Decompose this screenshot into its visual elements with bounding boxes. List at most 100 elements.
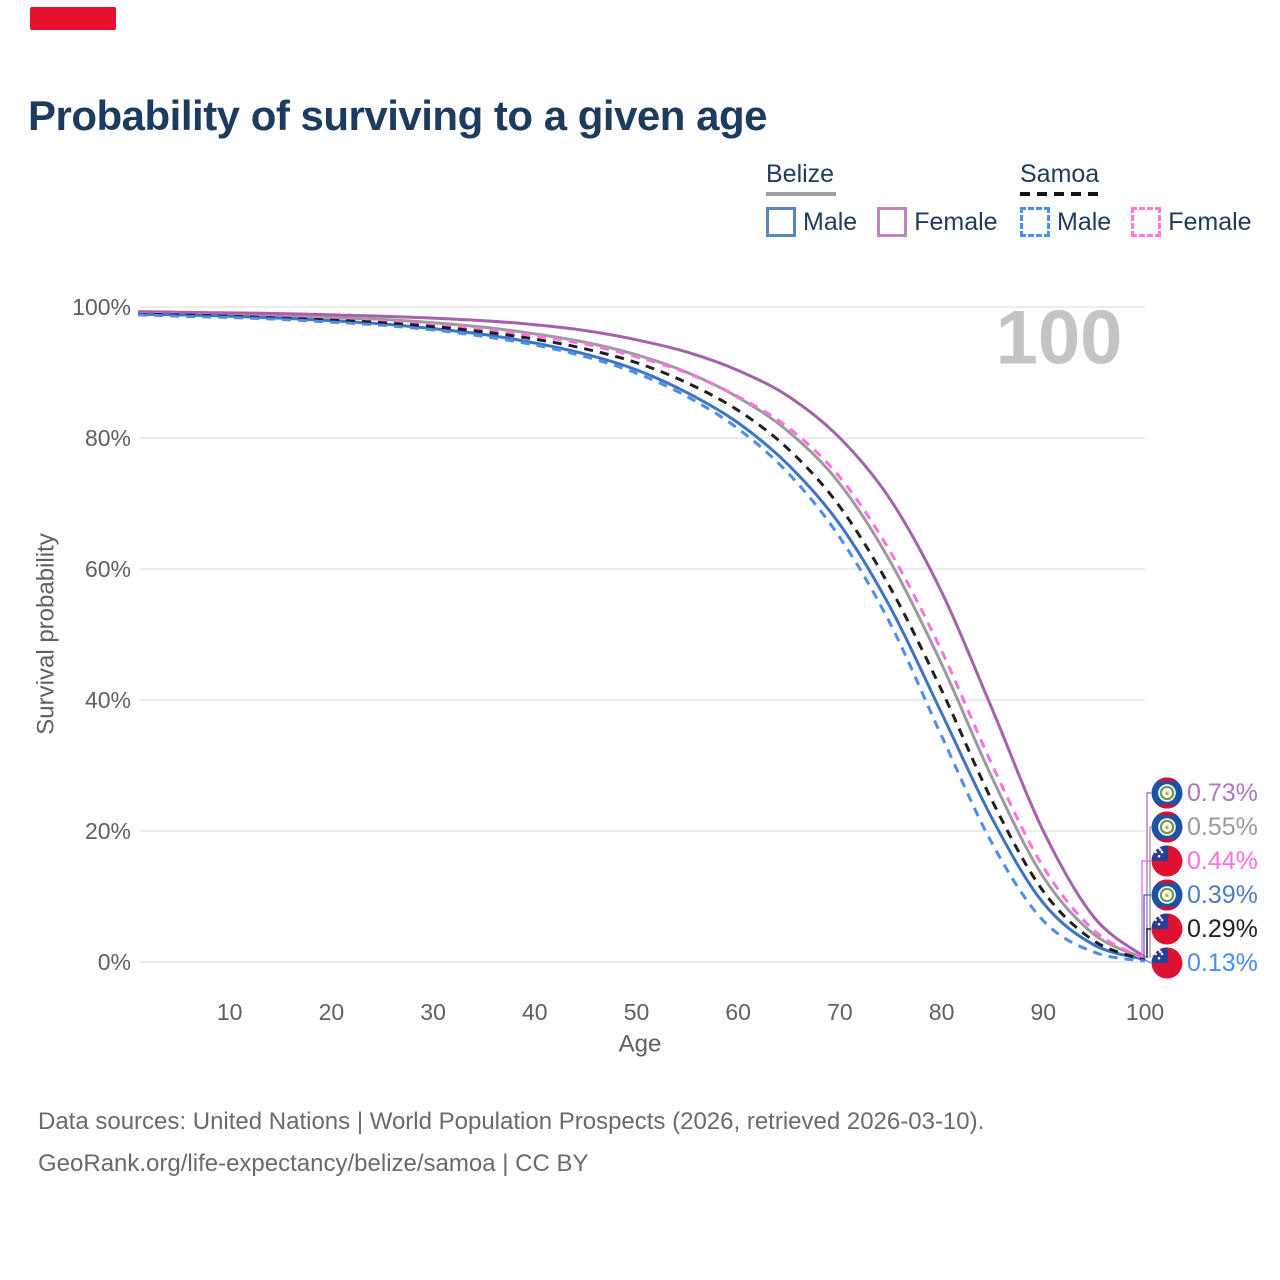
belize-flag-icon xyxy=(1151,777,1183,809)
legend-group-samoa: Samoa Male Female xyxy=(1020,160,1252,237)
x-tick-label: 90 xyxy=(1031,999,1057,1025)
end-label-0.44: 0.44% xyxy=(1141,845,1258,958)
x-tick-label: 60 xyxy=(725,999,751,1025)
end-label-value: 0.73% xyxy=(1187,779,1258,807)
belize-male-swatch xyxy=(766,207,796,237)
samoa-female-swatch xyxy=(1131,207,1162,237)
samoa-male-label: Male xyxy=(1057,207,1112,236)
y-tick-label: 100% xyxy=(72,294,131,320)
samoa-flag xyxy=(1151,845,1183,877)
circle xyxy=(1165,894,1169,897)
x-axis-title: Age xyxy=(619,1031,662,1058)
legend-item-belize-female[interactable]: Female xyxy=(877,207,998,237)
circle xyxy=(1157,922,1161,926)
samoa-flag-icon xyxy=(1151,947,1183,979)
leader-line xyxy=(1144,959,1152,964)
circle xyxy=(1154,952,1157,956)
y-tick-label: 40% xyxy=(85,687,131,713)
rect xyxy=(1151,906,1183,911)
legend-group-samoa-label: Samoa xyxy=(1020,160,1100,188)
rect xyxy=(1151,811,1183,816)
leader-line xyxy=(1143,894,1151,958)
legend-item-belize-male[interactable]: Male xyxy=(766,207,857,237)
rect xyxy=(1151,777,1183,782)
series-line-samoa-male xyxy=(138,313,1146,963)
belize-female-label: Female xyxy=(914,207,998,236)
belize-flag xyxy=(1151,777,1183,809)
samoa-flag-icon xyxy=(1151,913,1183,945)
leader-line xyxy=(1146,792,1151,958)
y-axis-title: Survival probability xyxy=(33,533,60,734)
belize-male-label: Male xyxy=(803,207,858,236)
circle xyxy=(1154,918,1157,922)
end-label-0.39: 0.39% xyxy=(1143,879,1258,958)
series-line-belize-both-sexes xyxy=(138,311,1146,960)
y-tick-label: 80% xyxy=(85,425,131,451)
samoa-flag xyxy=(1151,913,1183,945)
legend-group-belize-label: Belize xyxy=(766,160,835,188)
series-line-belize-female xyxy=(138,310,1146,959)
belize-flag xyxy=(1151,879,1183,911)
x-tick-label: 30 xyxy=(420,999,446,1025)
circle xyxy=(1159,848,1162,852)
circle xyxy=(1159,950,1162,954)
legend-item-samoa-male[interactable]: Male xyxy=(1020,207,1111,237)
circle xyxy=(1159,916,1162,920)
x-tick-label: 20 xyxy=(319,999,345,1025)
x-tick-label: 100 xyxy=(1126,999,1164,1025)
chart-title: Probability of surviving to a given age xyxy=(28,92,767,139)
circle xyxy=(1160,850,1164,854)
end-label-0.29: 0.29% xyxy=(1146,913,1258,958)
end-label-value: 0.55% xyxy=(1187,813,1258,841)
samoa-flag-icon xyxy=(1151,845,1183,877)
watermark-age: 100 xyxy=(996,296,1123,381)
circle xyxy=(1165,792,1169,795)
x-tick-label: 80 xyxy=(929,999,955,1025)
rect xyxy=(1151,879,1183,884)
samoa-male-swatch xyxy=(1020,207,1050,237)
series-line-belize-male xyxy=(138,312,1146,961)
circle xyxy=(1157,956,1161,960)
end-label-0.55: 0.55% xyxy=(1149,811,1258,958)
leader-line xyxy=(1149,826,1151,958)
y-tick-label: 20% xyxy=(85,818,131,844)
end-label-value: 0.39% xyxy=(1187,881,1258,909)
belize-flag-icon xyxy=(1151,811,1183,843)
circle xyxy=(1159,785,1175,801)
y-tick-label: 60% xyxy=(85,556,131,582)
top-left-red-badge xyxy=(30,7,116,30)
circle xyxy=(1159,887,1175,903)
x-tick-label: 10 xyxy=(217,999,243,1025)
legend-item-samoa-female[interactable]: Female xyxy=(1131,207,1252,237)
belize-line-style-sample xyxy=(766,192,836,196)
x-tick-label: 50 xyxy=(624,999,650,1025)
samoa-female-label: Female xyxy=(1168,207,1252,236)
circle xyxy=(1159,819,1175,835)
footer-sources: Data sources: United Nations | World Pop… xyxy=(38,1108,985,1135)
belize-flag xyxy=(1151,811,1183,843)
leader-line xyxy=(1146,928,1151,958)
x-tick-label: 40 xyxy=(522,999,548,1025)
end-label-value: 0.13% xyxy=(1187,949,1258,977)
end-label-value: 0.29% xyxy=(1187,915,1258,943)
circle xyxy=(1160,952,1164,956)
samoa-line-style-sample xyxy=(1020,192,1098,196)
belize-female-swatch xyxy=(877,207,908,237)
legend-group-belize: Belize Male Female xyxy=(766,160,998,237)
circle xyxy=(1157,854,1161,858)
x-tick-label: 70 xyxy=(827,999,853,1025)
end-label-value: 0.44% xyxy=(1187,847,1258,875)
chart-footer: Data sources: United Nations | World Pop… xyxy=(38,1101,984,1185)
rect xyxy=(1151,804,1183,809)
leader-line xyxy=(1141,860,1151,958)
footer-attribution: GeoRank.org/life-expectancy/belize/samoa… xyxy=(38,1150,589,1177)
end-label-0.13: 0.13% xyxy=(1144,947,1258,979)
y-tick-label: 0% xyxy=(98,949,131,975)
rect xyxy=(1151,838,1183,843)
samoa-flag xyxy=(1151,947,1183,979)
belize-flag-icon xyxy=(1151,879,1183,911)
circle xyxy=(1154,850,1157,854)
end-label-0.73: 0.73% xyxy=(1146,777,1258,958)
